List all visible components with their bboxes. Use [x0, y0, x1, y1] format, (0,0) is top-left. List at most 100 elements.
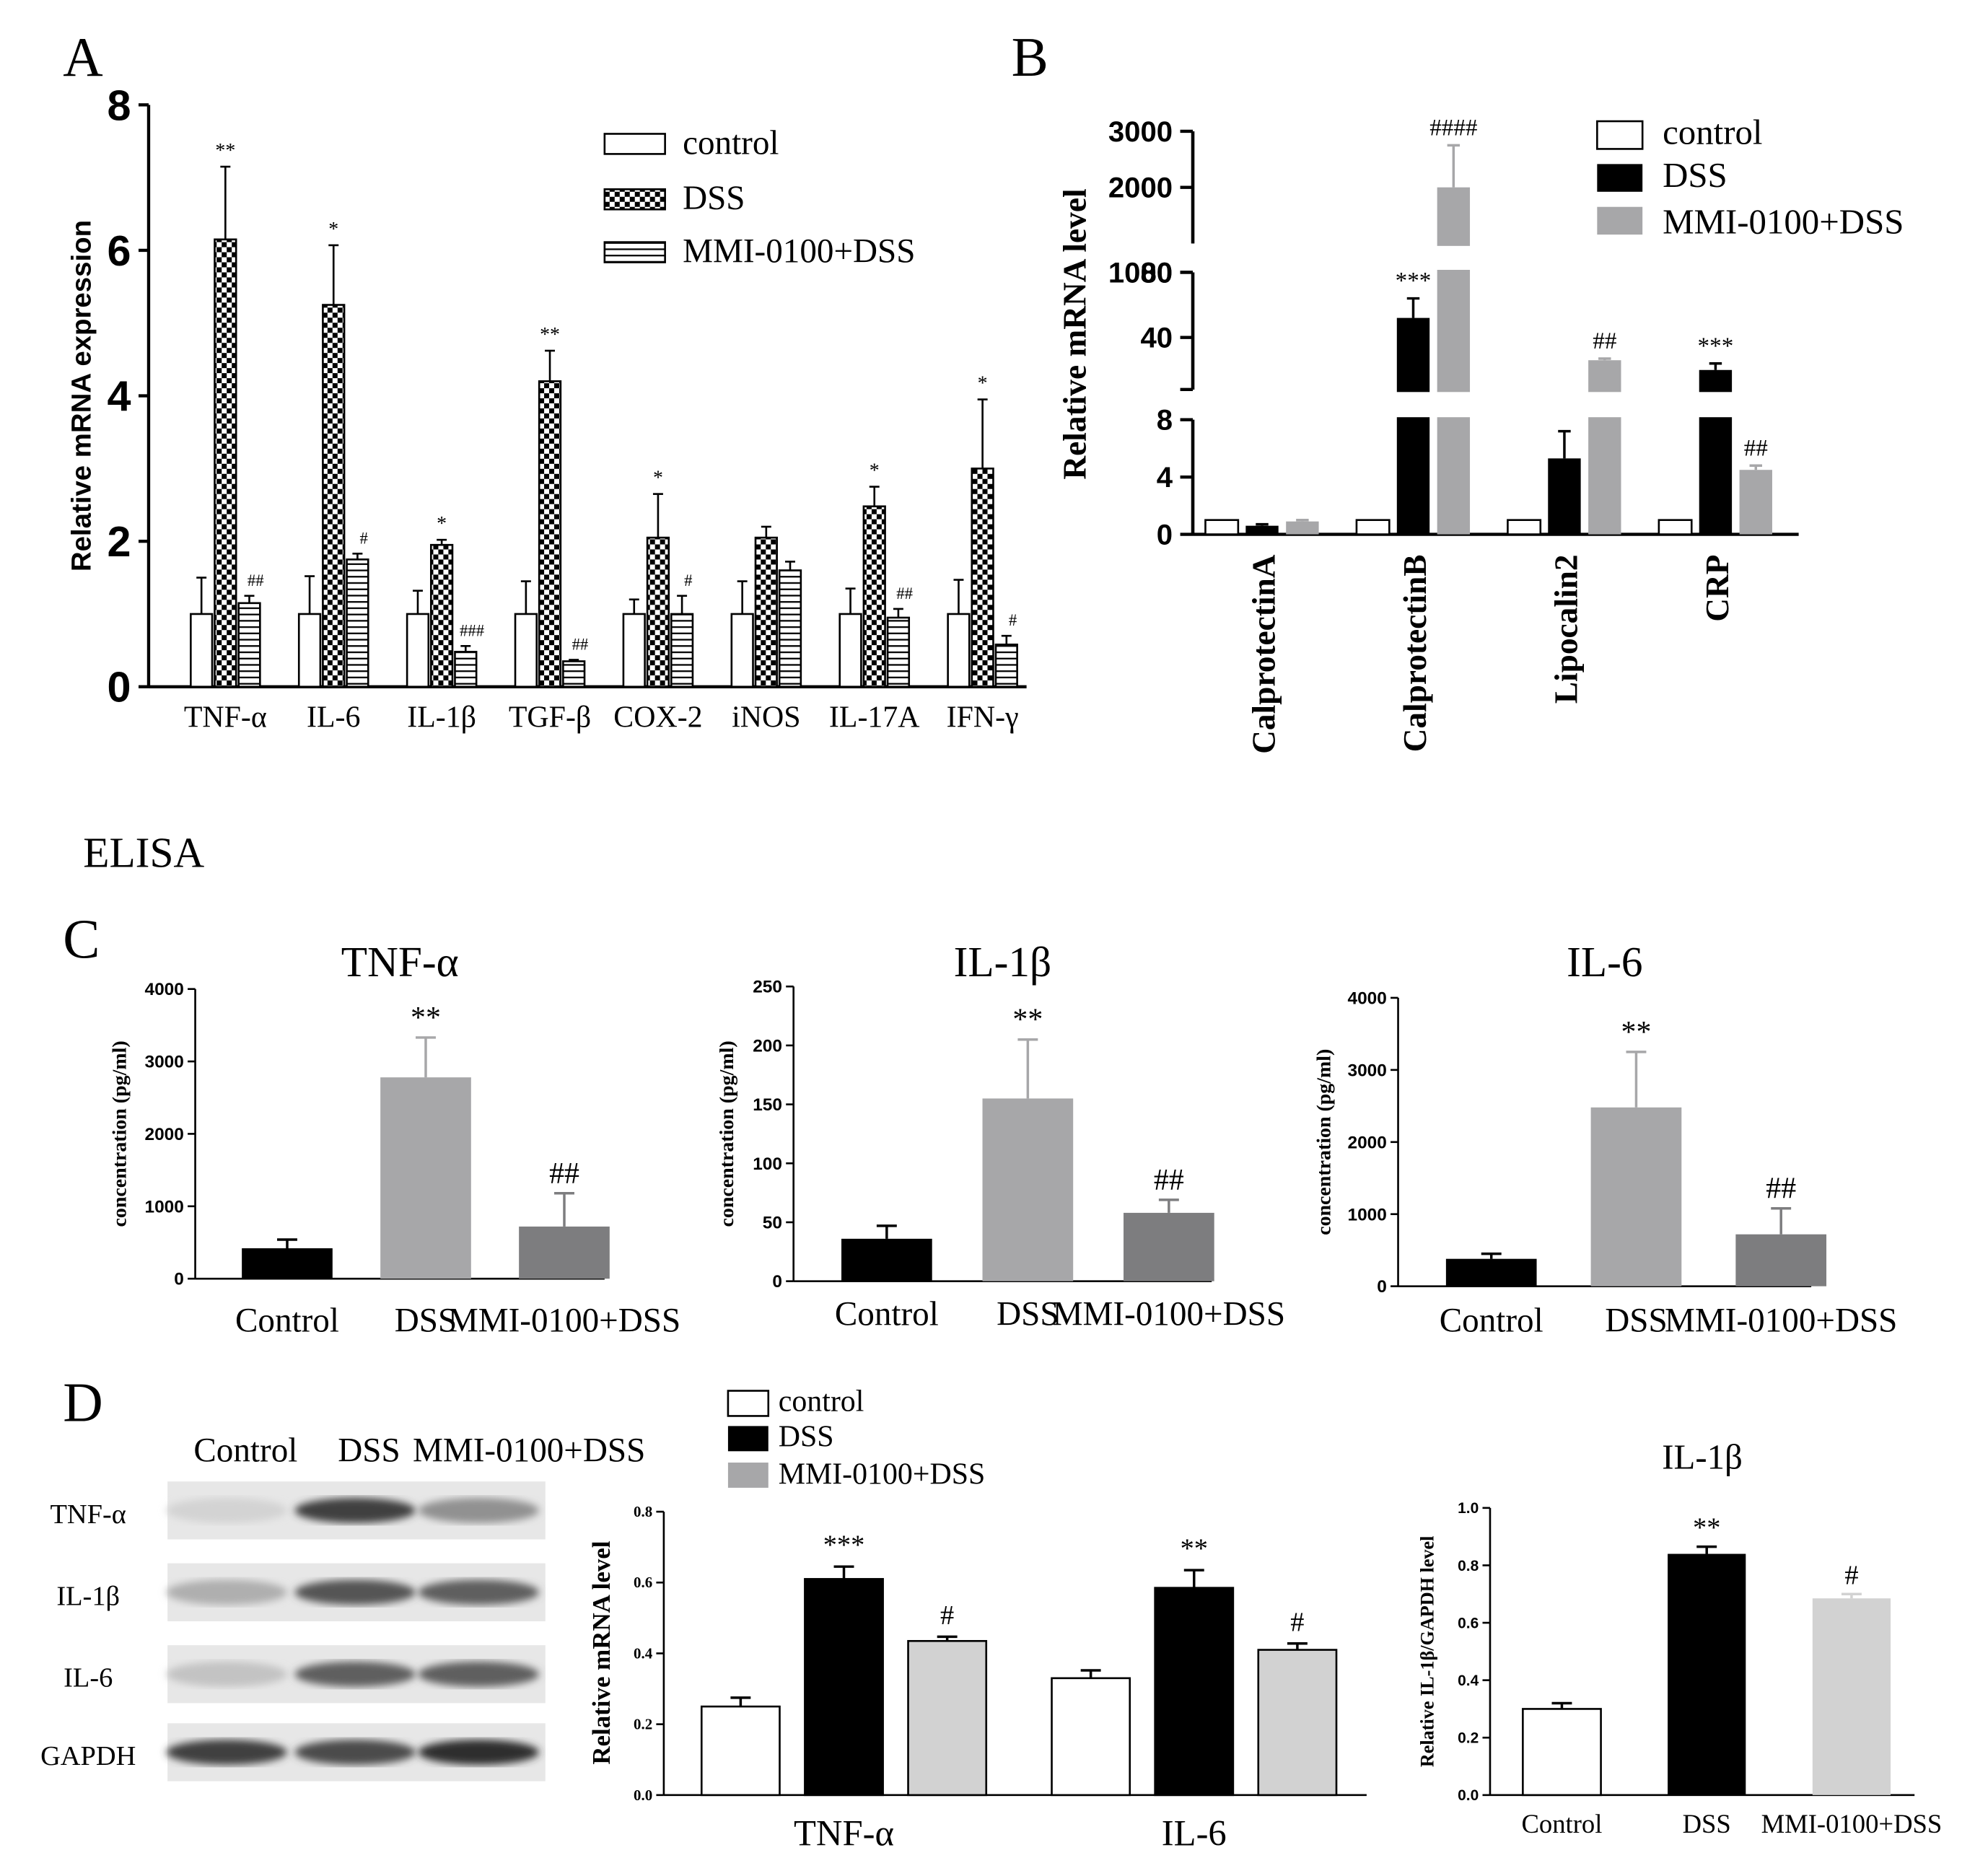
bar-mmi-0100-dss	[1286, 521, 1319, 535]
significance-label: *	[328, 218, 338, 240]
bar-control	[514, 613, 538, 688]
bar-dss	[1548, 458, 1581, 535]
y-tick-label: 0	[1157, 519, 1173, 551]
y-tick-label: 4	[108, 372, 131, 420]
significance-label: ##	[549, 1157, 579, 1191]
significance-label: **	[215, 139, 235, 162]
legend-b-label-mmi: MMI-0100+DSS	[1663, 201, 1904, 241]
x-tick-label: Control	[1440, 1302, 1543, 1339]
y-tick-label: 3000	[145, 1053, 184, 1072]
x-tick-label: CRP	[1699, 554, 1735, 621]
y-tick-label: 200	[753, 1036, 782, 1056]
x-tick-label: TNF-α	[184, 701, 267, 735]
x-tick-label: CalprotectinA	[1245, 554, 1282, 754]
significance-label: **	[1012, 1004, 1043, 1037]
y-axis-label: concentration (pg/ml)	[109, 1040, 131, 1227]
significance-label: ##	[572, 636, 589, 654]
legend-d-swatch-control	[727, 1390, 770, 1417]
x-tick-label: Control	[235, 1302, 339, 1339]
y-tick-label: 6	[108, 227, 131, 275]
significance-label: ##	[248, 571, 264, 589]
bar-dss	[754, 536, 778, 688]
bar-control	[1657, 519, 1693, 535]
legend-b-swatch-dss	[1597, 164, 1643, 192]
y-tick-label: 1000	[145, 1197, 184, 1217]
x-tick-label: IL-6	[1162, 1813, 1227, 1854]
legend-b-label-dss: DSS	[1663, 155, 1727, 195]
significance-label: ###	[460, 621, 484, 639]
x-tick-label: DSS	[1605, 1302, 1667, 1339]
bar-mmi-0100-dss	[346, 558, 369, 688]
panel-label-c: C	[63, 908, 100, 970]
elisa-heading: ELISA	[83, 828, 204, 876]
chart-title: TNF-α	[341, 938, 459, 986]
bar-dss	[429, 543, 454, 688]
legend-a-swatch-mmi	[603, 241, 666, 263]
legend-a-swatch-dss	[603, 188, 666, 211]
panel-c-tnf-chart: TNF-α 0 1000 2000 3000 4000 concentration (pg/…	[109, 938, 681, 1339]
x-tick-label: MMI-0100+DSS	[448, 1302, 680, 1339]
panel-c-il1b-chart: IL-1β 0 50 100 150 200 250 concentration (pg/ml…	[716, 938, 1285, 1333]
significance-label: *	[653, 467, 663, 489]
panel-label-d: D	[63, 1372, 102, 1433]
bar-mmi-0100-dss	[454, 651, 478, 688]
panel-d-il1b-chart: IL-1β 0.0 0.2 0.4 0.6 0.8 1.0 Relative IL-1β/GA…	[1416, 1437, 1942, 1838]
blot-band	[166, 1740, 287, 1765]
bar-dss	[538, 380, 562, 688]
panel-c-il6-chart: IL-6 0 1000 2000 3000 4000 concentration (pg/m…	[1313, 938, 1897, 1339]
blot-column-label: DSS	[338, 1432, 400, 1469]
y-tick-label: 4000	[145, 980, 184, 999]
significance-label: #	[1844, 1560, 1858, 1590]
y-tick-label: 0	[108, 663, 131, 711]
bar-mmi-0100-dss	[562, 660, 586, 688]
bar-dss	[214, 238, 237, 688]
significance-label: *	[870, 460, 880, 482]
western-blot: Control DSS MMI-0100+DSS TNF-α IL-1β IL-6 GAPD…	[40, 1432, 645, 1781]
y-tick-label: 2000	[1108, 172, 1173, 204]
blot-band	[166, 1661, 287, 1687]
bar-control	[700, 1705, 781, 1797]
x-tick-label: IL-1β	[407, 701, 476, 735]
chart-title: IL-1β	[1662, 1437, 1743, 1477]
blot-band	[166, 1579, 287, 1605]
significance-label: ##	[1154, 1164, 1184, 1197]
bar-control	[622, 613, 646, 688]
legend-d: control DSS MMI-0100+DSS	[727, 1385, 985, 1491]
legend-a: control DSS MMI-0100+DSS	[603, 124, 915, 271]
bar-dss	[1245, 525, 1279, 535]
significance-label: *	[978, 372, 988, 395]
bar-dss	[646, 536, 670, 688]
bar-mmi-0100-dss	[1739, 470, 1772, 535]
bar-control	[947, 613, 971, 688]
significance-label: ***	[823, 1530, 865, 1561]
bar-dss	[322, 304, 346, 688]
x-tick-label: IL-6	[307, 701, 360, 735]
significance-label: **	[1621, 1016, 1652, 1049]
y-tick-label: 0.6	[1458, 1615, 1479, 1631]
significance-label: #	[1009, 611, 1017, 629]
significance-label: #	[684, 571, 692, 589]
y-tick-label: 4	[1157, 461, 1173, 494]
bar-control	[1522, 1708, 1602, 1797]
bar-mmi-0100-dss	[907, 1639, 988, 1797]
bar-control	[406, 613, 430, 688]
x-tick-label: MMI-0100+DSS	[1665, 1302, 1897, 1339]
axis-break-gap	[1195, 245, 1802, 270]
y-tick-label: 2	[108, 517, 131, 566]
bar-control	[297, 613, 322, 688]
bar-control	[1355, 519, 1391, 535]
y-tick-label: 0.6	[634, 1574, 652, 1591]
y-tick-label: 0.8	[634, 1503, 652, 1520]
blot-row-label: TNF-α	[50, 1499, 126, 1530]
legend-b-swatch-mmi	[1597, 206, 1643, 235]
blot-band	[418, 1579, 540, 1605]
bar-mmi-0100-dss	[1437, 187, 1471, 535]
x-tick-label: Control	[835, 1296, 939, 1333]
significance-label: ***	[1396, 268, 1432, 294]
y-tick-label: 3000	[1347, 1061, 1386, 1080]
bar-dss	[971, 468, 994, 688]
significance-label: ##	[1593, 328, 1616, 354]
y-axis-label: concentration (pg/ml)	[716, 1040, 738, 1227]
